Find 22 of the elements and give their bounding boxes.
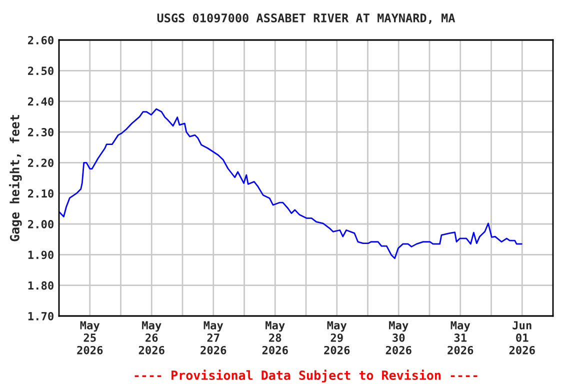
y-tick-label: 1.70 bbox=[28, 312, 54, 320]
y-tick-label: 2.40 bbox=[28, 97, 54, 106]
y-tick-label: 2.30 bbox=[28, 128, 54, 136]
x-tick-label: Jun 01 2026 bbox=[509, 321, 535, 354]
x-tick-label: May 27 2026 bbox=[200, 321, 226, 354]
y-tick-label: 2.60 bbox=[28, 36, 54, 44]
y-tick-label: 1.90 bbox=[28, 250, 54, 260]
y-axis-title: Gage height, feet bbox=[9, 115, 22, 242]
x-tick-label: May 30 2026 bbox=[386, 321, 412, 354]
y-tick-label: 2.00 bbox=[28, 220, 54, 228]
x-tick-label: May 28 2026 bbox=[262, 321, 288, 354]
y-tick-label: 2.20 bbox=[28, 158, 54, 168]
y-tick-label: 2.10 bbox=[28, 189, 54, 198]
x-tick-label: May 29 2026 bbox=[324, 321, 350, 354]
text: ---- Provisional Data Subject to Revision ---- bbox=[134, 370, 478, 382]
line-series bbox=[59, 108, 522, 260]
chart-title: USGS 01097000 ASSABET RIVER AT MAYNARD, MA bbox=[157, 13, 456, 24]
x-tick-label: May 25 2026 bbox=[77, 321, 103, 354]
y-tick-label: 2.50 bbox=[28, 66, 54, 76]
y-tick-label: 1.80 bbox=[28, 281, 54, 290]
x-tick-label: May 26 2026 bbox=[138, 321, 164, 354]
x-tick-label: May 31 2026 bbox=[448, 321, 474, 354]
